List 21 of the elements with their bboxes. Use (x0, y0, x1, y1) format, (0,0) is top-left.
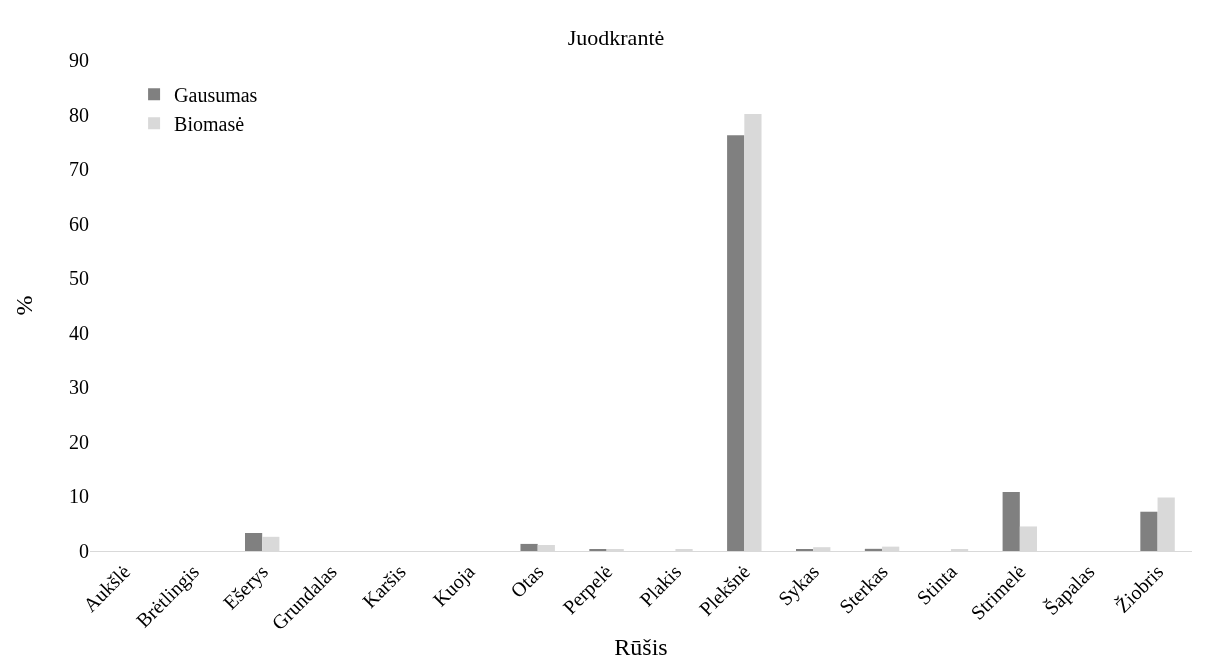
y-axis-title: % (11, 295, 37, 316)
chart-title: Juodkrantė (567, 25, 665, 51)
y-tick-label: 20 (69, 430, 89, 453)
legend-label: Gausumas (174, 84, 258, 107)
y-tick-label: 0 (79, 540, 89, 562)
y-tick-label: 90 (69, 49, 89, 71)
y-tick-label: 40 (69, 321, 89, 344)
x-axis-title: Rūšis (614, 634, 668, 661)
y-tick-label: 60 (69, 212, 89, 235)
y-tick-label: 30 (69, 376, 89, 399)
bar (244, 533, 263, 551)
y-tick-label: 50 (69, 267, 89, 290)
y-tick-label: 80 (69, 103, 89, 126)
bar (1002, 492, 1020, 551)
bar (520, 543, 538, 551)
bar (1140, 511, 1158, 551)
y-tick-label: 70 (69, 158, 89, 181)
x-tick-label: Otas (506, 560, 548, 602)
legend-label: Biomasė (174, 113, 245, 136)
bar (727, 135, 745, 551)
y-tick-label: 10 (69, 485, 89, 508)
